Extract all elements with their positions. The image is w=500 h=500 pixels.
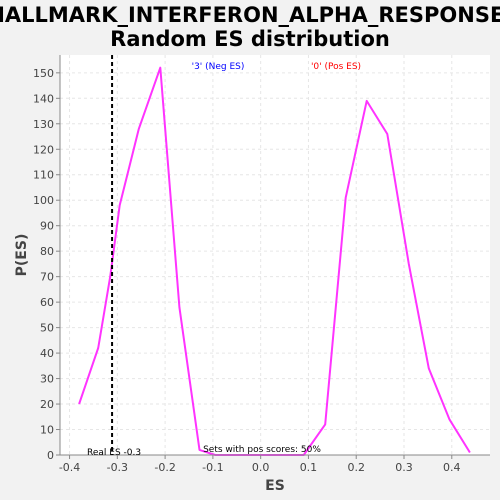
x-tick-label-7: 0.3 [395, 461, 413, 474]
pos-es-annotation: '0' (Pos ES) [311, 62, 361, 72]
x-tick-label-2: -0.2 [154, 461, 175, 474]
axes: 0 10 20 30 40 50 60 70 80 90 100 110 120 130 140 150 -0.… [33, 55, 490, 474]
y-tick-label-5: 50 [40, 322, 54, 335]
chart-title-line2: Random ES distribution [110, 27, 390, 51]
y-tick-label-11: 110 [33, 169, 54, 182]
x-axis-label: ES [265, 478, 285, 494]
y-tick-label-9: 90 [40, 220, 54, 233]
y-tick-label-2: 20 [40, 398, 54, 411]
y-tick-label-12: 120 [33, 143, 54, 156]
x-tick-label-4: 0.0 [252, 461, 270, 474]
y-axis-label: P(ES) [14, 234, 30, 277]
y-tick-label-1: 10 [40, 424, 54, 437]
real-es-label: Real ES -0.3 [87, 448, 141, 458]
y-tick-label-15: 150 [33, 67, 54, 80]
y-tick-label-4: 40 [40, 347, 54, 360]
y-tick-label-7: 70 [40, 271, 54, 284]
x-tick-label-8: 0.4 [443, 461, 461, 474]
plot-area [60, 55, 490, 455]
y-tick-label-14: 140 [33, 92, 54, 105]
chart-title-line1: HALLMARK_INTERFERON_ALPHA_RESPONSE: [0, 3, 500, 27]
x-tick-label-6: 0.2 [347, 461, 365, 474]
y-tick-label-10: 100 [33, 194, 54, 207]
y-tick-label-6: 60 [40, 296, 54, 309]
y-tick-label-8: 80 [40, 245, 54, 258]
x-tick-label-3: -0.1 [202, 461, 223, 474]
y-tick-label-0: 0 [47, 449, 54, 462]
neg-es-annotation: '3' (Neg ES) [192, 62, 245, 72]
x-tick-label-0: -0.4 [59, 461, 80, 474]
y-tick-label-3: 30 [40, 373, 54, 386]
pos-scores-annotation: Sets with pos scores: 50% [203, 445, 321, 455]
y-tick-label-13: 130 [33, 118, 54, 131]
grid [60, 55, 490, 455]
x-tick-label-5: 0.1 [300, 461, 318, 474]
x-tick-label-1: -0.3 [107, 461, 128, 474]
